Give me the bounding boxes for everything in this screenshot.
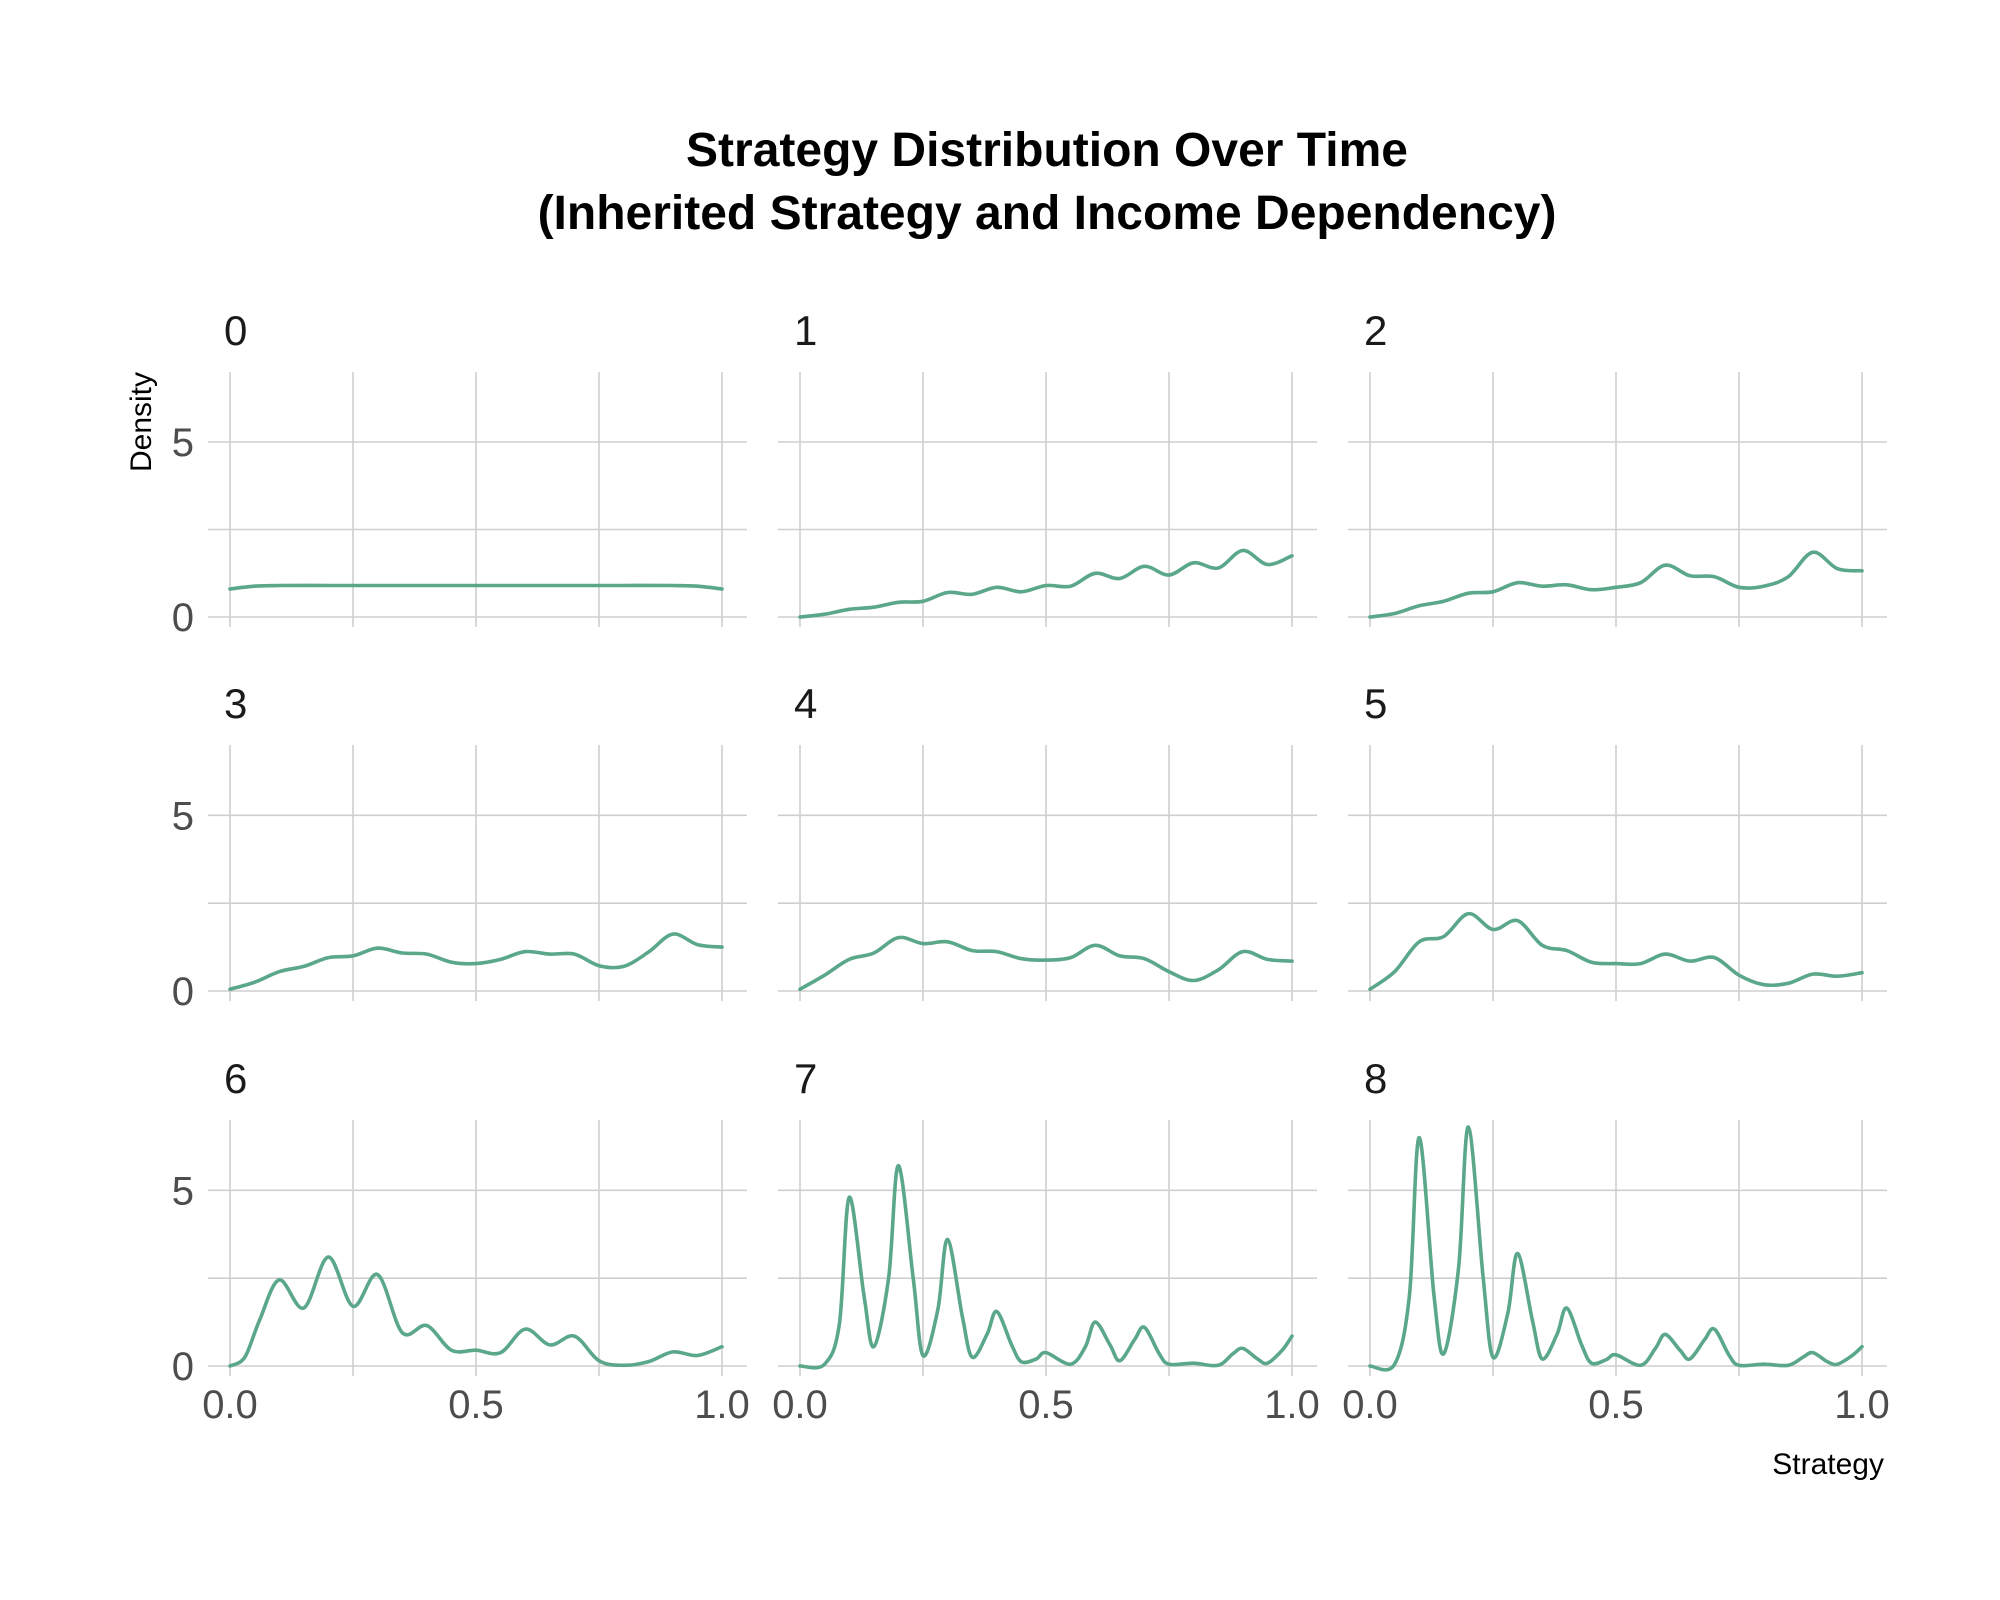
facet-panel-5: 5 [1348, 680, 1887, 1001]
y-tick-label: 5 [172, 421, 194, 465]
x-axis-title: Strategy [1772, 1448, 1884, 1481]
y-axis-title: Density [125, 372, 158, 472]
facet-label: 0 [224, 307, 247, 354]
density-line-0 [228, 583, 724, 591]
facet-panel-4: 4 [778, 680, 1317, 1001]
y-tick-label: 5 [172, 1169, 194, 1213]
facet-label: 8 [1364, 1055, 1387, 1102]
x-tick-label: 0.5 [448, 1383, 504, 1427]
facet-label: 4 [794, 680, 817, 727]
density-line-5 [1368, 911, 1864, 991]
facet-panel-7: 7 0.0 0.5 1.0 [772, 1055, 1320, 1427]
chart-title-line-2: (Inherited Strategy and Income Dependenc… [538, 187, 1557, 240]
x-tick-label: 0.0 [202, 1383, 258, 1427]
facet-label: 1 [794, 307, 817, 354]
facet-panel-8: 8 0.0 0.5 1.0 [1342, 1055, 1890, 1427]
y-tick-label: 0 [172, 1345, 194, 1389]
density-line-4 [798, 935, 1294, 991]
density-line-1 [798, 548, 1294, 619]
facet-panel-6: 6 0 5 0.0 0.5 1.0 [172, 1055, 750, 1427]
x-tick-label: 1.0 [694, 1383, 750, 1427]
density-line-2 [1368, 550, 1864, 619]
facet-panel-2: 2 [1348, 307, 1887, 627]
facet-panel-3: 3 0 5 [172, 680, 747, 1014]
facet-label: 5 [1364, 680, 1387, 727]
x-tick-label: 1.0 [1834, 1383, 1890, 1427]
facet-panel-1: 1 [778, 307, 1317, 627]
x-tick-label: 0.5 [1588, 1383, 1644, 1427]
facet-panel-0: 0 0 5 [172, 307, 747, 640]
density-line-3 [228, 932, 724, 991]
facet-label: 2 [1364, 307, 1387, 354]
x-tick-label: 0.0 [772, 1383, 828, 1427]
x-tick-label: 0.5 [1018, 1383, 1074, 1427]
density-line-7 [798, 1163, 1294, 1370]
chart-title-line-1: Strategy Distribution Over Time [686, 124, 1408, 177]
facet-label: 7 [794, 1055, 817, 1102]
x-tick-label: 1.0 [1264, 1383, 1320, 1427]
facet-label: 6 [224, 1055, 247, 1102]
y-tick-label: 0 [172, 596, 194, 640]
x-tick-label: 0.0 [1342, 1383, 1398, 1427]
facet-label: 3 [224, 680, 247, 727]
y-tick-label: 5 [172, 794, 194, 838]
density-line-6 [228, 1255, 724, 1368]
density-line-8 [1368, 1125, 1864, 1372]
y-tick-label: 0 [172, 970, 194, 1014]
